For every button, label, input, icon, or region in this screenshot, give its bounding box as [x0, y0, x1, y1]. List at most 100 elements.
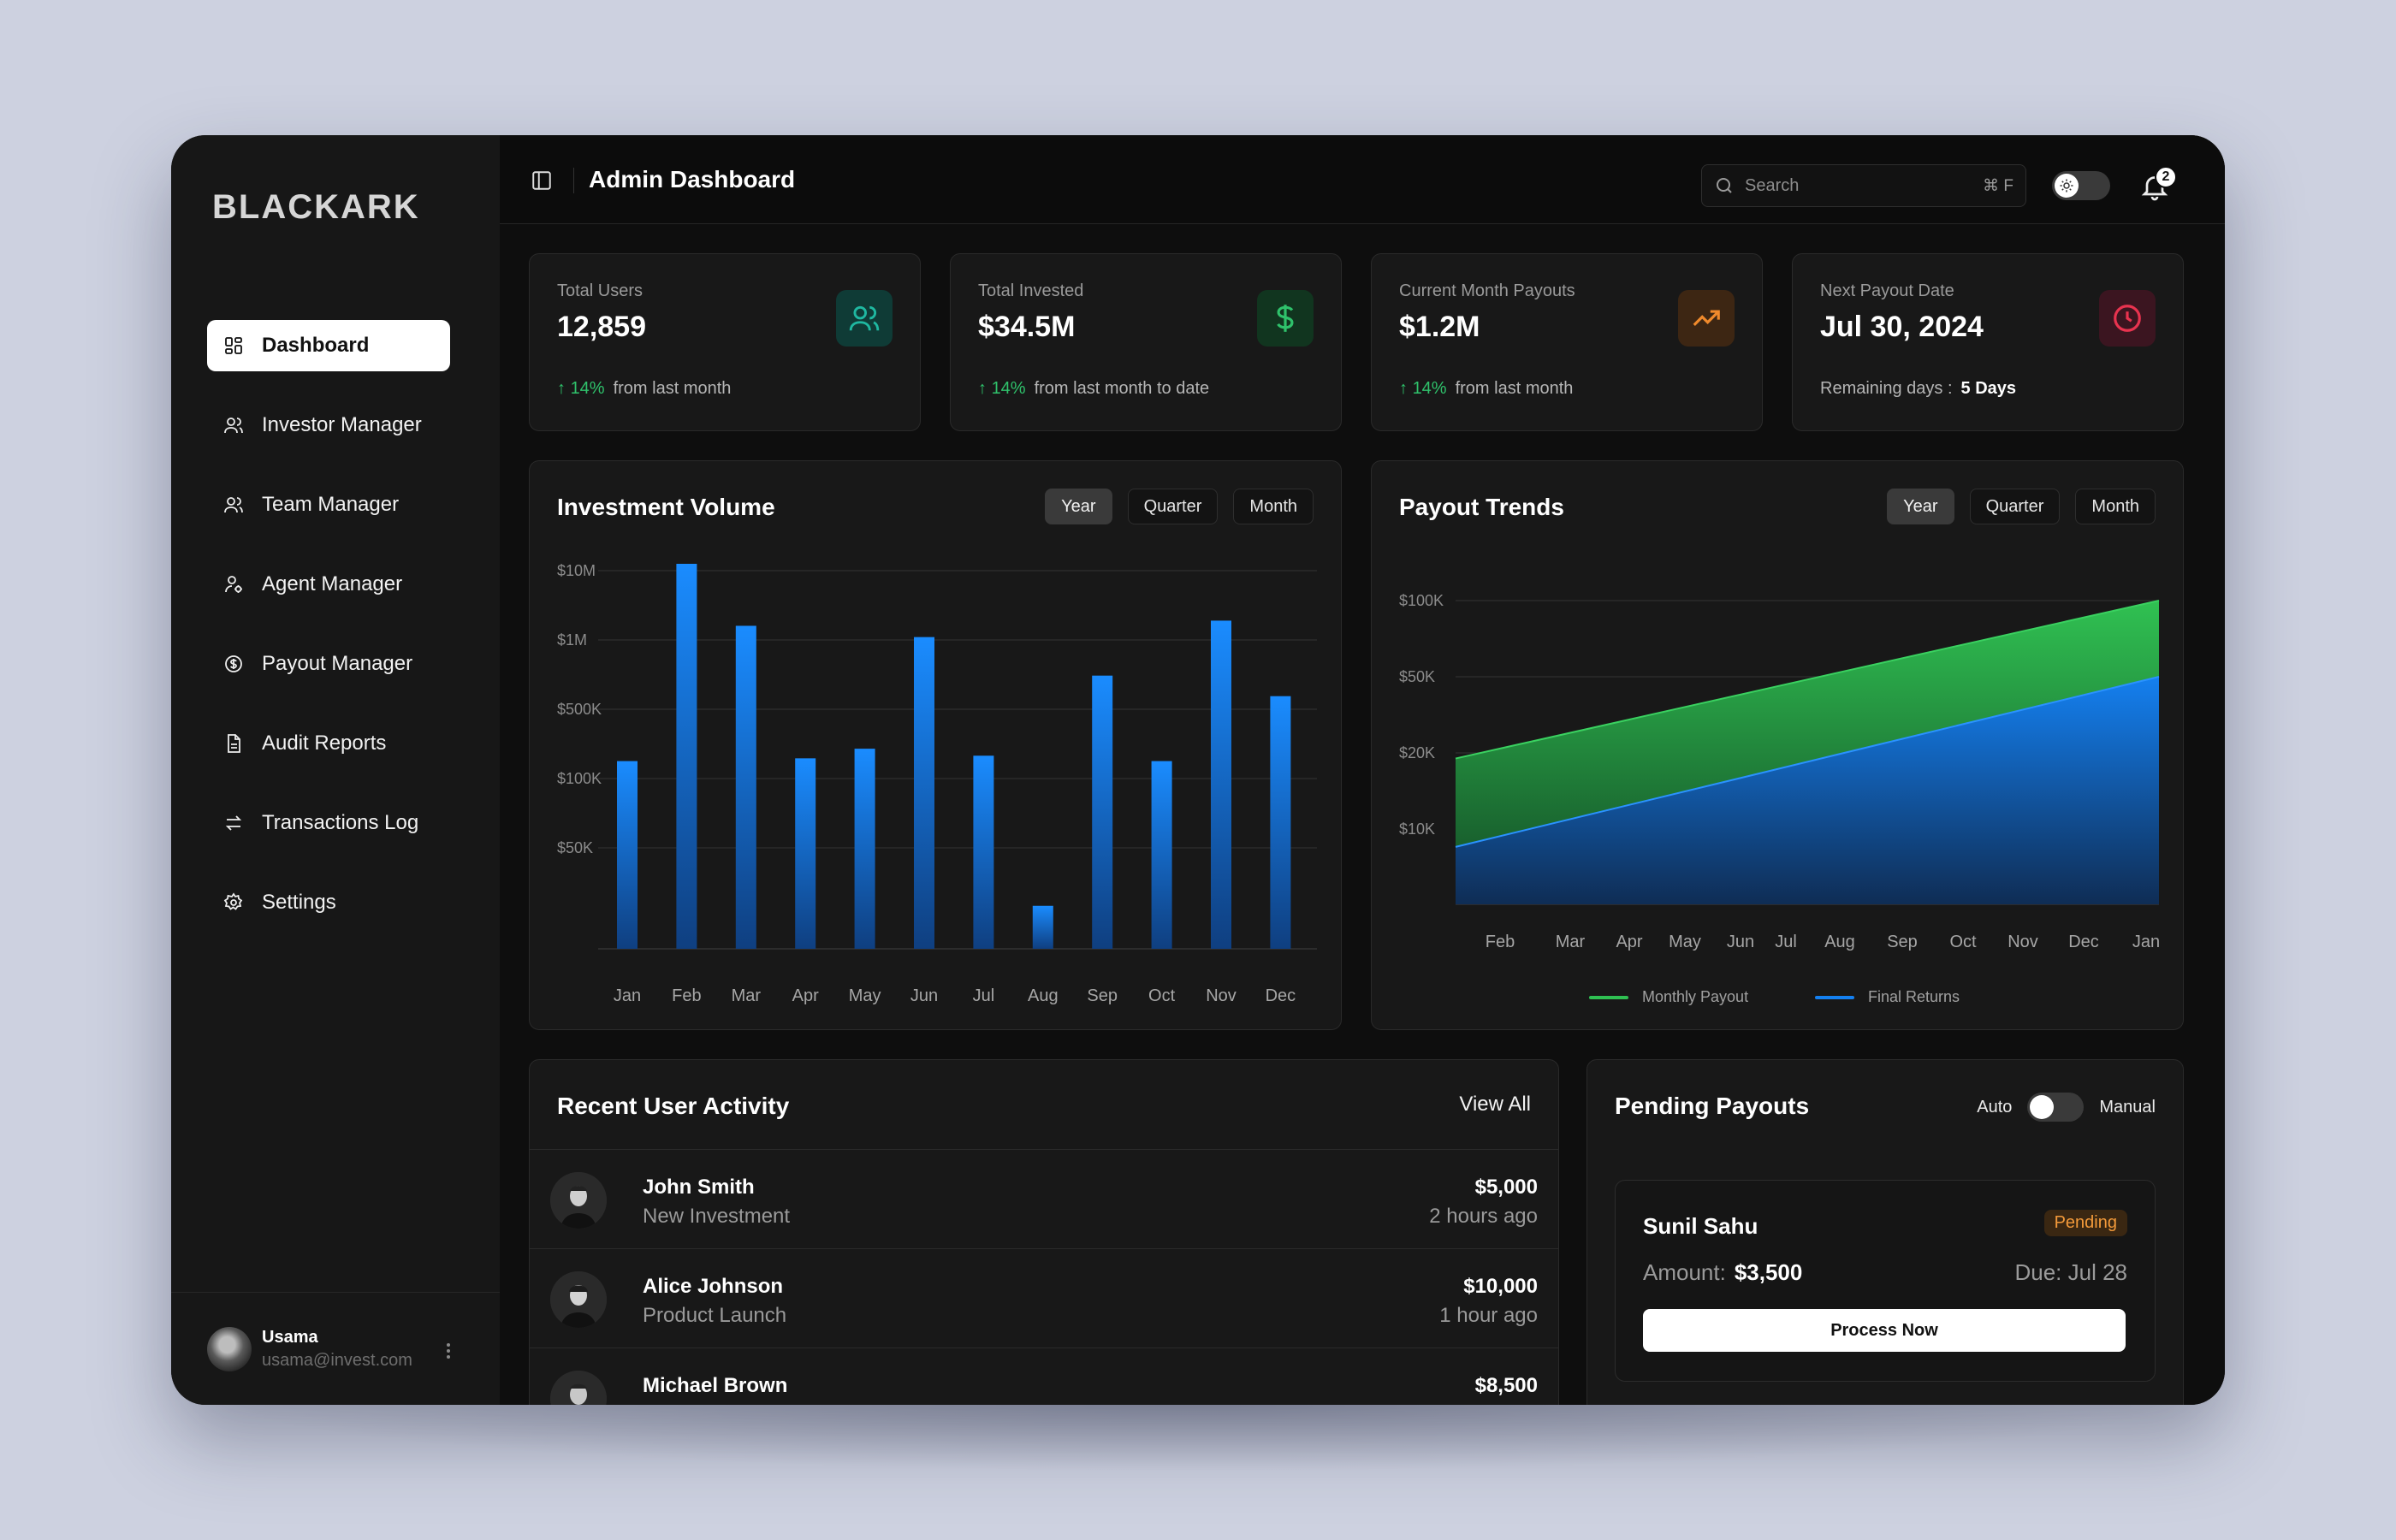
bar-dec[interactable] [1270, 696, 1291, 949]
sidebar-toggle-icon[interactable] [531, 169, 553, 192]
filter-month-button[interactable]: Month [2075, 489, 2156, 524]
filter-month-button[interactable]: Month [1233, 489, 1314, 524]
sidebar-item-payout-manager[interactable]: Payout Manager [207, 638, 450, 690]
sidebar-item-label: Transactions Log [262, 811, 419, 834]
activity-time: 1 hour ago [1439, 1304, 1538, 1327]
arrow-up-icon: ↑ 14% [557, 379, 605, 398]
stat-label: Total Users [557, 281, 643, 300]
user-name: Michael Brown [643, 1374, 788, 1397]
line-final-returns [1455, 676, 2160, 848]
bar-jul[interactable] [973, 755, 994, 949]
filter-year-button[interactable]: Year [1887, 489, 1954, 524]
bar-jun[interactable] [914, 637, 934, 949]
app-logo: BLACKARK [212, 188, 420, 226]
sidebar-item-label: Payout Manager [262, 652, 413, 675]
bar-aug[interactable] [1032, 905, 1053, 949]
stat-label: Current Month Payouts [1399, 281, 1575, 300]
investment-volume-card: Investment Volume Year Quarter Month $50… [529, 460, 1342, 1030]
sidebar-item-label: Dashboard [262, 334, 370, 357]
user-profile[interactable]: Usama usama@invest.com [171, 1292, 500, 1405]
sidebar-item-dashboard[interactable]: Dashboard [207, 320, 450, 371]
x-tick-label: Mar [1556, 933, 1586, 951]
line-monthly-payout [1455, 600, 2160, 760]
x-tick-label: Aug [1824, 933, 1855, 951]
agent-icon [222, 573, 245, 595]
x-tick-label: Oct [1949, 933, 1977, 951]
y-tick-label: $10K [1399, 820, 1435, 838]
bar-feb[interactable] [676, 564, 697, 949]
process-now-button[interactable]: Process Now [1643, 1309, 2126, 1352]
x-tick-label: Feb [672, 986, 701, 1005]
x-tick-label: Jan [2132, 933, 2160, 951]
sidebar-item-team-manager[interactable]: Team Manager [207, 479, 450, 530]
card-title: Recent User Activity [557, 1093, 790, 1119]
payout-trends-card: Payout Trends Year Quarter Month $10K $20… [1371, 460, 2184, 1030]
bar-sep[interactable] [1092, 675, 1113, 949]
sidebar-item-settings[interactable]: Settings [207, 877, 450, 928]
search-input[interactable] [1745, 175, 1984, 196]
sidebar-item-audit-reports[interactable]: Audit Reports [207, 718, 450, 769]
list-item[interactable]: Michael Brown $8,500 [530, 1348, 1558, 1405]
stat-note: from last month [1455, 379, 1574, 398]
activity-time: 2 hours ago [1429, 1205, 1538, 1228]
arrow-up-icon: ↑ 14% [1399, 379, 1447, 398]
search-box[interactable]: ⌘ F [1701, 164, 2026, 207]
activity-amount: $10,000 [1463, 1275, 1538, 1298]
legend-label: Final Returns [1868, 988, 1960, 1005]
stat-change: ↑ 14% from last month to date [978, 379, 1209, 399]
pending-payouts-card: Pending Payouts Auto Manual Sunil Sahu P… [1586, 1059, 2184, 1405]
stat-note: from last month to date [1034, 379, 1210, 398]
stat-card-total-invested: Total Invested $34.5M ↑ 14% from last mo… [950, 253, 1342, 431]
bar-may[interactable] [854, 749, 875, 949]
stat-note: from last month [613, 379, 732, 398]
view-all-link[interactable]: View All [1459, 1093, 1531, 1116]
bar-jan[interactable] [617, 761, 638, 949]
period-filter: Year Quarter Month [1887, 489, 2156, 524]
y-tick-label: $1M [557, 631, 587, 649]
x-tick-label: Sep [1887, 933, 1918, 951]
sidebar-item-transactions-log[interactable]: Transactions Log [207, 797, 450, 849]
payout-area-chart: $10K $20K $50K $100K Feb Mar Apr May Jun Jul Aug Se… [1399, 592, 2160, 951]
remaining-days: Remaining days : 5 Days [1820, 379, 2016, 399]
search-icon [1717, 178, 1732, 193]
bar-oct[interactable] [1151, 761, 1172, 949]
filter-quarter-button[interactable]: Quarter [1969, 489, 2061, 524]
document-icon [222, 732, 245, 755]
filter-quarter-button[interactable]: Quarter [1127, 489, 1219, 524]
stat-value: Jul 30, 2024 [1820, 311, 1984, 343]
card-title: Pending Payouts [1615, 1093, 1810, 1119]
sidebar-item-label: Audit Reports [262, 732, 387, 755]
investment-bar-chart: $50K $100K $500K $1M $10M Jan Feb Mar Apr May Jun J… [557, 562, 1317, 1005]
x-tick-label: Sep [1087, 986, 1118, 1005]
bar-nov[interactable] [1211, 620, 1231, 949]
avatar [550, 1172, 607, 1229]
auto-manual-toggle[interactable] [2027, 1093, 2085, 1122]
theme-toggle[interactable] [2052, 171, 2110, 200]
filter-year-button[interactable]: Year [1045, 489, 1112, 524]
x-tick-label: Feb [1486, 933, 1515, 951]
x-tick-label: Jul [1775, 933, 1797, 951]
more-options-icon[interactable] [447, 1341, 452, 1361]
stat-card-next-payout-date: Next Payout Date Jul 30, 2024 Remaining … [1792, 253, 2184, 431]
activity-type: Product Launch [643, 1304, 787, 1327]
x-tick-label: Aug [1028, 986, 1059, 1005]
x-tick-label: Mar [732, 986, 762, 1005]
sidebar-item-investor-manager[interactable]: Investor Manager [207, 400, 450, 451]
legend-label: Monthly Payout [1642, 988, 1749, 1005]
sidebar-item-agent-manager[interactable]: Agent Manager [207, 559, 450, 610]
search-shortcut: ⌘ F [1983, 176, 2013, 195]
list-item[interactable]: John Smith New Investment $5,000 2 hours… [530, 1149, 1558, 1248]
bar-mar[interactable] [735, 625, 756, 949]
divider [573, 168, 574, 193]
y-tick-label: $100K [1399, 592, 1444, 609]
list-item[interactable]: Alice Johnson Product Launch $10,000 1 h… [530, 1248, 1558, 1348]
user-name: Alice Johnson [643, 1275, 784, 1298]
sidebar-item-label: Team Manager [262, 493, 400, 516]
y-tick-label: $100K [557, 770, 602, 787]
activity-amount: $5,000 [1474, 1176, 1538, 1199]
users-icon [222, 494, 245, 516]
card-title: Investment Volume [557, 494, 775, 520]
bar-apr[interactable] [795, 758, 816, 949]
payout-item: Sunil Sahu Pending Amount: $3,500 Due: Ju… [1615, 1180, 2156, 1382]
legend-final-returns: Final Returns [1815, 988, 1960, 1006]
